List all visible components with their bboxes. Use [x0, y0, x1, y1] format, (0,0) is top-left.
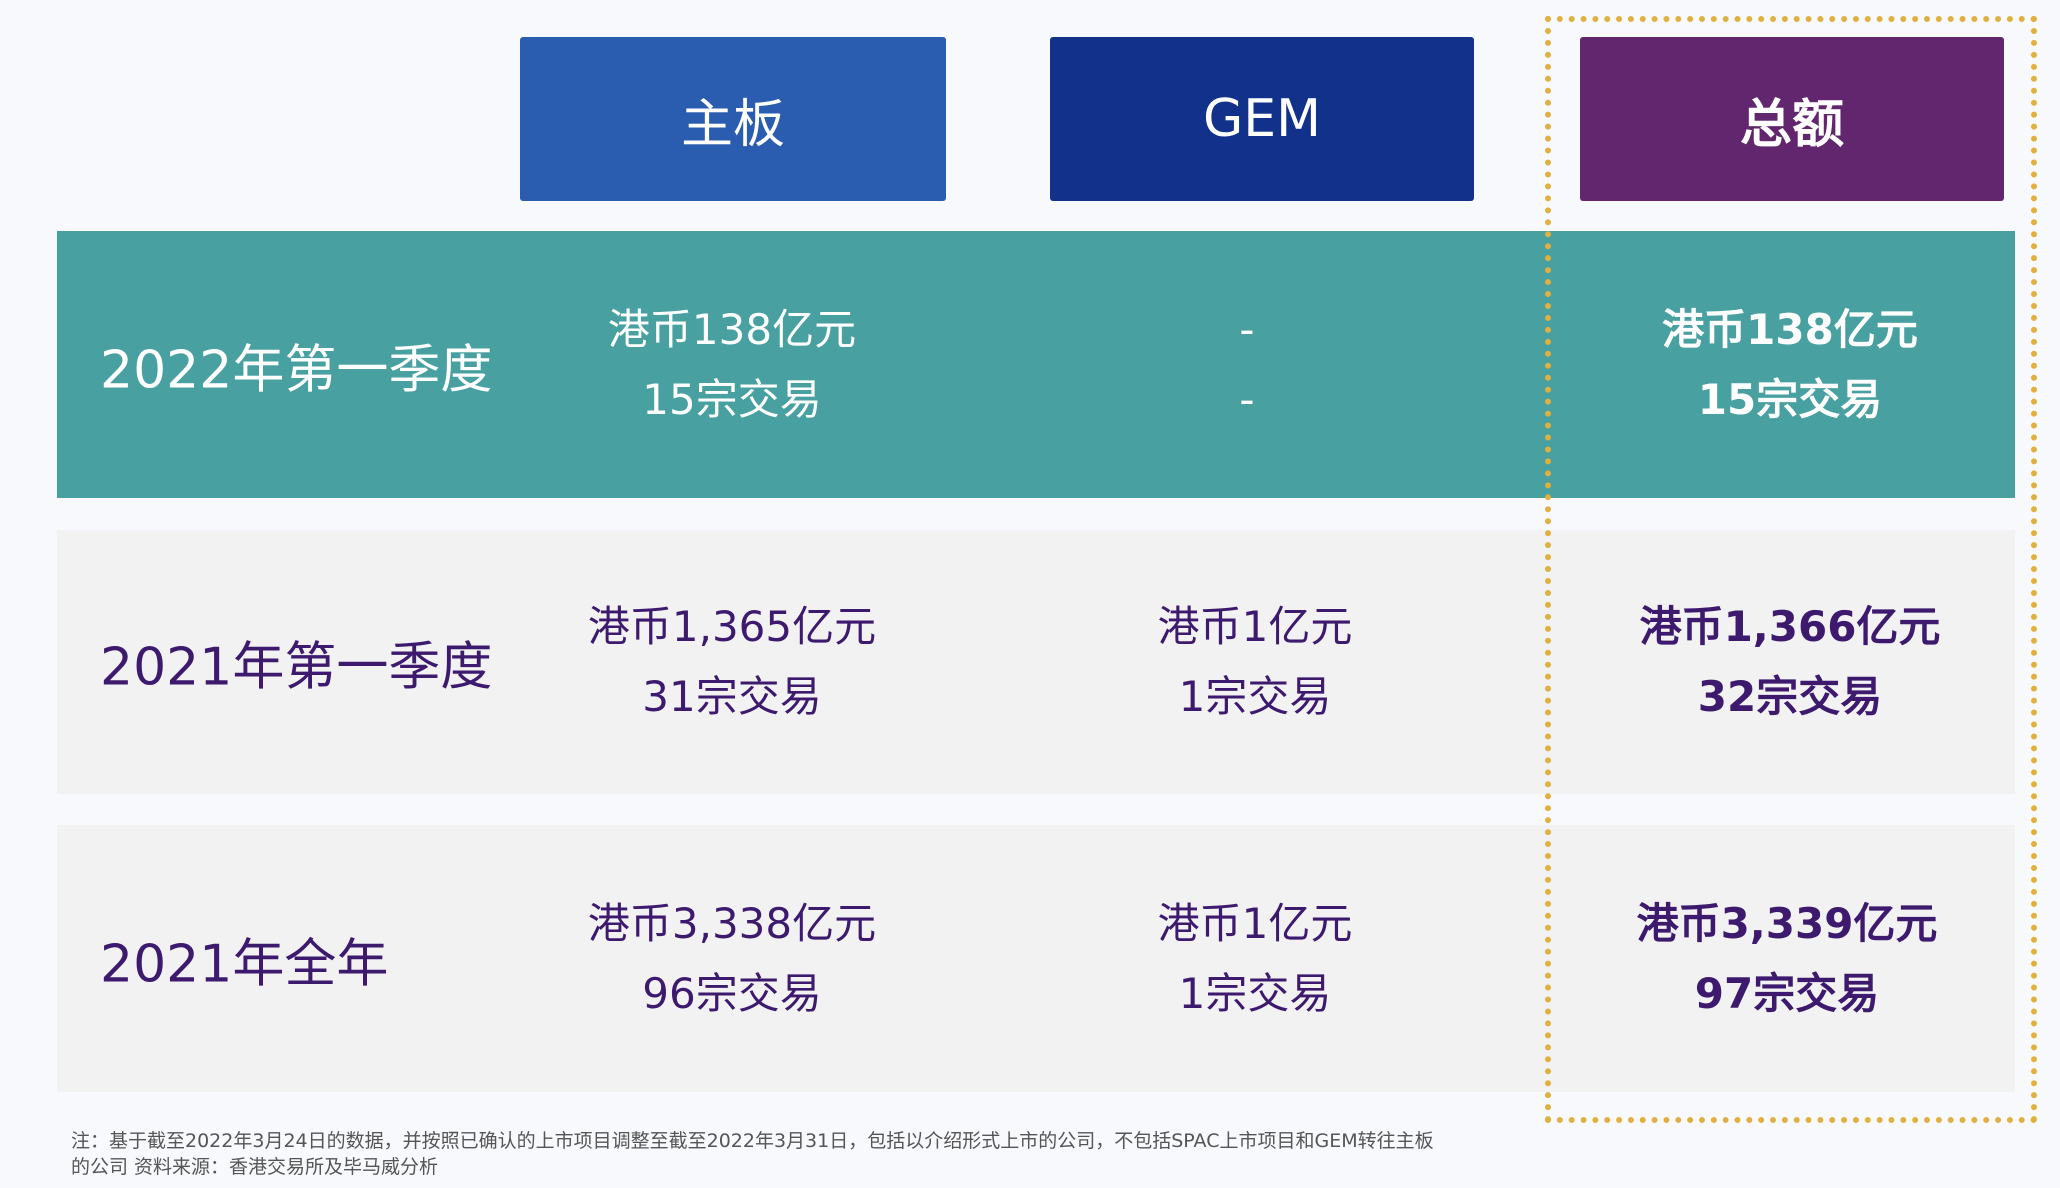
total-cell: 港币1,366亿元 32宗交易	[1640, 592, 1941, 732]
amount: 港币1,365亿元	[587, 602, 877, 651]
main-board-cell: 港币1,365亿元 31宗交易	[588, 592, 876, 732]
table-row: 2021年第一季度 港币1,365亿元 31宗交易 港币1亿元 1宗交易 港币1,3…	[57, 530, 2015, 794]
deal-count: 32宗交易	[1697, 672, 1883, 721]
gem-cell: 港币1亿元 1宗交易	[1158, 592, 1353, 732]
header-main-board: 主板	[520, 37, 946, 201]
gem-cell: 港币1亿元 1宗交易	[1158, 889, 1353, 1029]
deal-count: 15宗交易	[1697, 374, 1883, 424]
deal-count: -	[1239, 374, 1255, 424]
amount: -	[1239, 304, 1255, 354]
row-label: 2022年第一季度	[100, 340, 493, 400]
deal-count: 31宗交易	[642, 672, 822, 721]
main-board-cell: 港币138亿元 15宗交易	[608, 295, 856, 435]
header-total: 总额	[1580, 37, 2004, 201]
deal-count: 1宗交易	[1178, 672, 1332, 721]
header-total-label: 总额	[1739, 94, 1844, 155]
amount: 港币3,339亿元	[1636, 898, 1938, 948]
amount: 港币138亿元	[607, 304, 857, 354]
amount: 港币138亿元	[1662, 304, 1918, 354]
deal-count: 15宗交易	[642, 374, 822, 424]
amount: 港币3,338亿元	[587, 898, 877, 948]
header-gem-label: GEM	[1202, 89, 1321, 149]
deal-count: 1宗交易	[1178, 968, 1332, 1018]
total-cell: 港币3,339亿元 97宗交易	[1637, 889, 1938, 1029]
deal-count: 97宗交易	[1694, 968, 1880, 1018]
amount: 港币1亿元	[1157, 602, 1353, 651]
main-board-cell: 港币3,338亿元 96宗交易	[588, 889, 876, 1029]
footnote-line: 注：基于截至2022年3月24日的数据，并按照已确认的上市项目调整至截至2022…	[71, 1130, 1434, 1152]
footnote-line: 的公司 资料来源：香港交易所及毕马威分析	[71, 1156, 439, 1178]
header-gem: GEM	[1050, 37, 1474, 201]
amount: 港币1,366亿元	[1639, 602, 1941, 651]
header-main-board-label: 主板	[680, 94, 785, 155]
amount: 港币1亿元	[1157, 898, 1353, 948]
table-row: 2021年全年 港币3,338亿元 96宗交易 港币1亿元 1宗交易 港币3,339…	[57, 825, 2015, 1092]
row-label: 2021年第一季度	[100, 637, 493, 698]
table-row: 2022年第一季度 港币138亿元 15宗交易 -- 港币138亿元 15宗交易	[57, 231, 2015, 498]
footnote: 注：基于截至2022年3月24日的数据，并按照已确认的上市项目调整至截至2022…	[71, 1128, 1551, 1180]
total-cell: 港币138亿元 15宗交易	[1662, 295, 1918, 435]
gem-cell: --	[1239, 295, 1254, 435]
row-label: 2021年全年	[100, 934, 389, 994]
deal-count: 96宗交易	[642, 968, 822, 1018]
